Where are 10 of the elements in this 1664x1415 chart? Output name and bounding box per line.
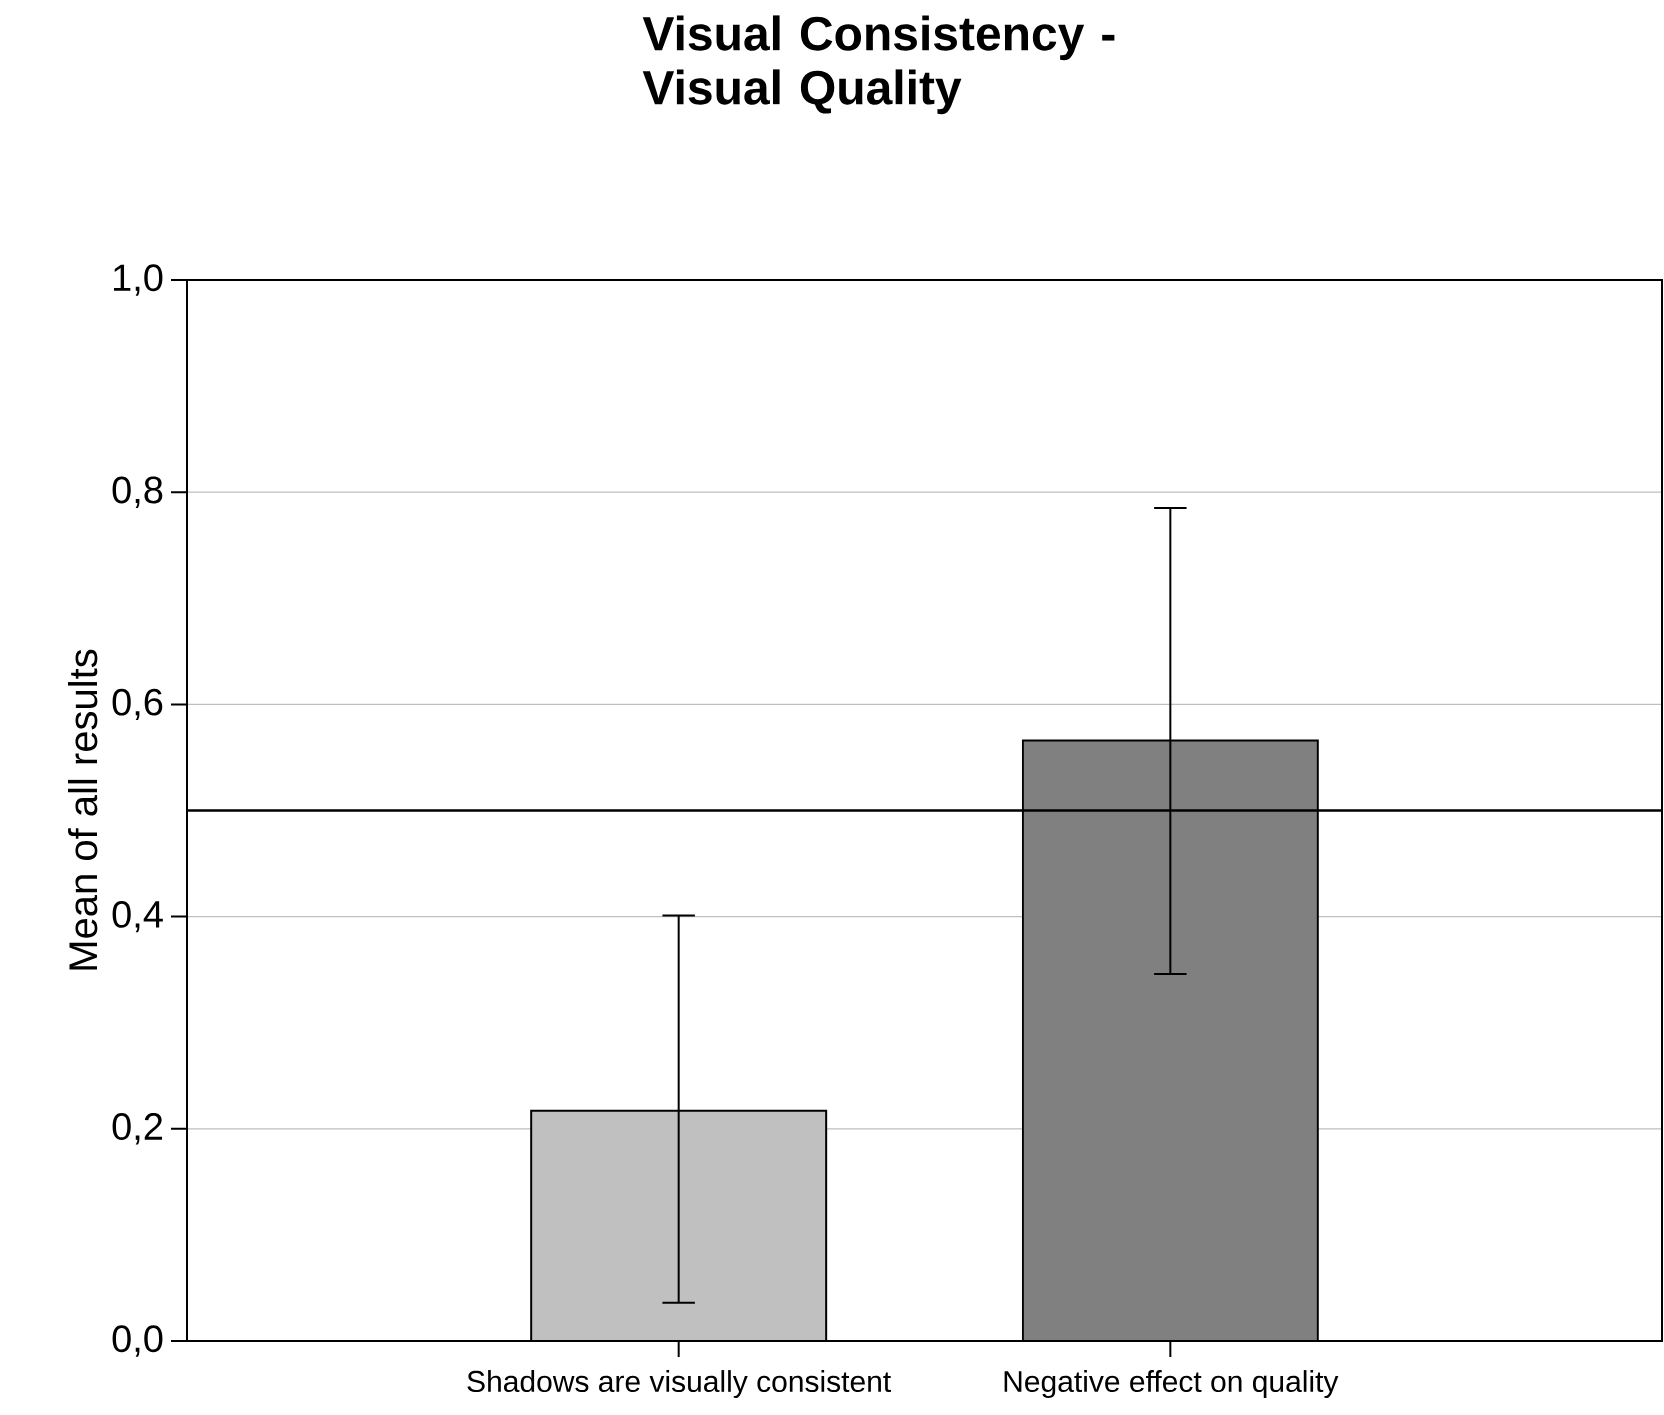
y-tick-label: 0,4 (112, 900, 163, 933)
x-tick-label: Negative effect on quality (1004, 1370, 1339, 1399)
chart-title: Visual Consistency - Visual Quality (642, 15, 1115, 115)
y-tick-label: 0,8 (112, 476, 163, 508)
y-tick-label: 0,0 (112, 1325, 163, 1357)
y-axis-title: Mean of all results (68, 649, 98, 970)
y-tick-label: 0,6 (112, 688, 163, 721)
y-tick-label: 1,0 (114, 264, 163, 296)
x-tick-label: Shadows are visually consistent (467, 1370, 891, 1399)
y-tick-label: 0,2 (112, 1113, 163, 1145)
